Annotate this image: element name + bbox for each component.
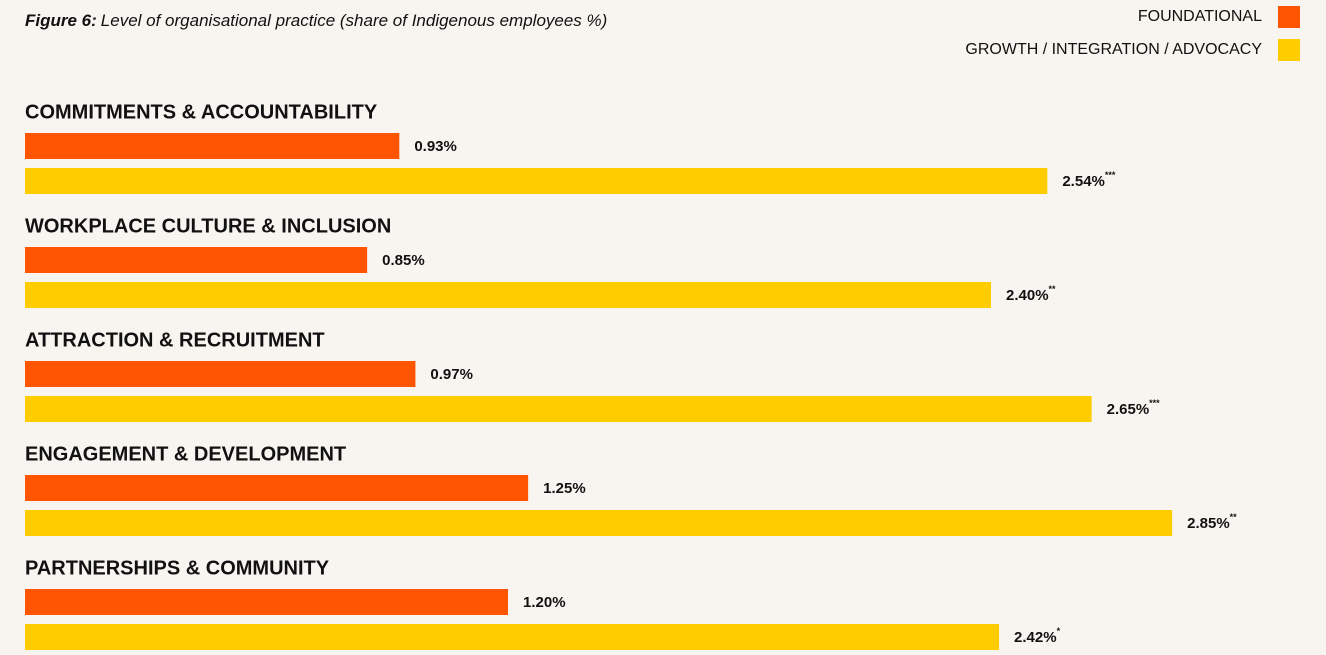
bar bbox=[25, 247, 368, 273]
bar bbox=[25, 624, 1000, 650]
bar bbox=[25, 475, 529, 501]
value-label: 2.54%*** bbox=[1062, 170, 1116, 190]
significance: ** bbox=[1049, 284, 1057, 294]
value-label: 0.97% bbox=[430, 366, 473, 383]
bar bbox=[25, 282, 991, 308]
value-label: 1.25% bbox=[543, 480, 586, 497]
legend-label: GROWTH / INTEGRATION / ADVOCACY bbox=[965, 41, 1262, 58]
value-text: 1.25% bbox=[543, 480, 586, 497]
value-text: 2.54% bbox=[1062, 173, 1105, 190]
value-label: 2.65%*** bbox=[1107, 398, 1161, 418]
value-label: 2.85%** bbox=[1187, 512, 1237, 532]
title-label: Figure 6: bbox=[25, 11, 97, 30]
legend-label: FOUNDATIONAL bbox=[1138, 8, 1262, 25]
title-text: Level of organisational practice (share … bbox=[101, 11, 608, 30]
value-label: 1.20% bbox=[523, 594, 566, 611]
value-text: 2.85% bbox=[1187, 515, 1230, 532]
value-text: 2.40% bbox=[1006, 287, 1049, 304]
value-label: 0.85% bbox=[382, 252, 425, 269]
category-label: ATTRACTION & RECRUITMENT bbox=[25, 329, 325, 351]
bar bbox=[25, 510, 1173, 536]
value-text: 0.85% bbox=[382, 252, 425, 269]
value-text: 0.93% bbox=[414, 138, 457, 155]
significance: *** bbox=[1105, 170, 1116, 180]
value-text: 1.20% bbox=[523, 594, 566, 611]
value-label: 0.93% bbox=[414, 138, 457, 155]
category-label: WORKPLACE CULTURE & INCLUSION bbox=[25, 215, 391, 237]
value-text: 2.65% bbox=[1107, 401, 1150, 418]
significance: ** bbox=[1230, 512, 1238, 522]
significance: *** bbox=[1149, 398, 1160, 408]
value-text: 0.97% bbox=[430, 366, 473, 383]
category-label: COMMITMENTS & ACCOUNTABILITY bbox=[25, 101, 378, 123]
category-label: ENGAGEMENT & DEVELOPMENT bbox=[25, 443, 346, 465]
legend-swatch bbox=[1278, 39, 1300, 61]
category-label: PARTNERSHIPS & COMMUNITY bbox=[25, 557, 330, 579]
bar bbox=[25, 589, 508, 615]
chart-title: Figure 6: Level of organisational practic… bbox=[25, 11, 607, 30]
value-label: 2.42%* bbox=[1014, 626, 1061, 646]
bar bbox=[25, 133, 400, 159]
bar bbox=[25, 168, 1048, 194]
bar bbox=[25, 361, 416, 387]
value-label: 2.40%** bbox=[1006, 284, 1056, 304]
bar bbox=[25, 396, 1092, 422]
value-text: 2.42% bbox=[1014, 629, 1057, 646]
legend-swatch bbox=[1278, 6, 1300, 28]
significance: * bbox=[1057, 626, 1061, 636]
